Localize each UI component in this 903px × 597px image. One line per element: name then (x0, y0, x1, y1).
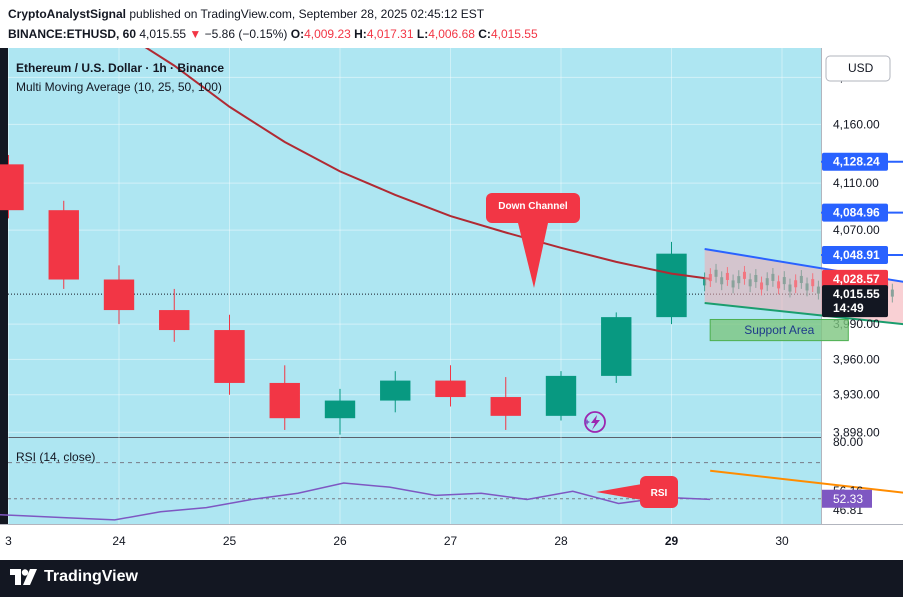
chart-header: CryptoAnalystSignal published on Trading… (0, 0, 903, 48)
price-badge (822, 299, 888, 318)
price-badge-label: 4,048.91 (833, 248, 880, 262)
candle-body (269, 382, 300, 419)
rsi-pane-background (8, 438, 821, 524)
high-label: H: (354, 27, 367, 41)
symbol-label[interactable]: BINANCE:ETHUSD, 60 (8, 27, 137, 41)
price-pane-background (8, 48, 821, 437)
time-scale[interactable] (0, 524, 903, 560)
currency-label: USD (848, 61, 874, 75)
time-tick-label: 30 (775, 534, 789, 548)
down-channel-callout-box (486, 193, 580, 223)
rsi-callout: RSI (596, 476, 678, 508)
last-price: 4,015.55 (139, 27, 187, 41)
rsi-callout-box (640, 476, 678, 508)
rsi-value-label: 52.33 (833, 492, 863, 506)
candle-body (601, 317, 632, 376)
time-tick-label: 26 (333, 534, 347, 548)
price-badge (822, 285, 888, 304)
ma-line (144, 48, 711, 280)
candle-body (656, 253, 687, 318)
price-badge (822, 203, 888, 222)
support-area-box (709, 318, 849, 342)
rsi-callout-pointer (596, 484, 642, 500)
rsi-callout-label: RSI (651, 488, 668, 499)
price-badge-label: 4,128.24 (833, 155, 880, 169)
candle-body (103, 279, 135, 311)
open-value: 4,009.23 (304, 27, 351, 41)
rsi-divergence-line (710, 469, 903, 494)
footer: TradingView (0, 560, 903, 597)
close-value: 4,015.55 (490, 27, 538, 41)
price-change: −5.86 (−0.15%) (204, 27, 288, 41)
rsi-line (0, 482, 711, 521)
channel-lower-line (704, 302, 903, 326)
currency-button[interactable]: USD (825, 55, 891, 82)
ohlc-line: BINANCE:ETHUSD, 60 4,015.55 ▼ −5.86 (−0.… (8, 27, 538, 41)
price-tick-label: 4,160.00 (833, 117, 880, 131)
down-channel-label: Down Channel (498, 201, 568, 212)
low-value: 4,006.68 (428, 27, 475, 41)
legend-title[interactable]: Ethereum / U.S. Dollar · 1h · Binance (16, 61, 224, 75)
candle-body (545, 375, 577, 416)
support-area-label: Support Area (744, 323, 814, 337)
axis-ticks: 4,200.004,160.004,110.004,070.003,990.00… (5, 70, 880, 548)
price-badge (822, 269, 888, 288)
high-value: 4,017.31 (366, 27, 414, 41)
price-tick-label: 3,898.00 (833, 425, 880, 439)
candle-body (214, 330, 245, 383)
support-area: Support Area (709, 318, 849, 342)
rsi-indicator (0, 462, 903, 521)
change-arrow-icon: ▼ (189, 27, 202, 41)
price-badges: 4,128.24 4,084.96 4,048.91 4,028.574,015.55… (822, 152, 888, 318)
candle-body (324, 400, 356, 419)
price-badge-label: 14:49 (833, 301, 864, 315)
time-tick-label: 24 (112, 534, 126, 548)
time-tick-label: 25 (223, 534, 237, 548)
time-tick-label: 27 (444, 534, 458, 548)
down-channel-callout-pointer (518, 223, 548, 288)
candle-body (380, 380, 411, 401)
price-tick-label: 4,070.00 (833, 223, 880, 237)
down-channel-callout: Down Channel (486, 193, 580, 288)
currency-button-box[interactable] (825, 55, 891, 82)
price-badge-label: 4,028.57 (833, 272, 880, 286)
rsi-tick-label: 80.00 (833, 435, 863, 449)
lightning-icon[interactable] (584, 411, 606, 433)
price-tick-label: 3,930.00 (833, 388, 880, 402)
price-badge (822, 152, 888, 171)
candle-body (435, 380, 466, 398)
chart-legend: Ethereum / U.S. Dollar · 1h · Binance Mu… (16, 61, 224, 464)
price-tick-label: 3,960.00 (833, 352, 880, 366)
candle-body (48, 210, 79, 280)
candle-body (490, 397, 521, 416)
price-badge (822, 245, 888, 264)
time-tick-label: 29 (665, 534, 679, 548)
chart-area[interactable]: 4,200.004,160.004,110.004,070.003,990.00… (0, 48, 903, 560)
time-tick-label: 3 (5, 534, 12, 548)
tradingview-logo[interactable]: TradingView (10, 568, 138, 586)
legend-ma[interactable]: Multi Moving Average (10, 25, 50, 100) (16, 80, 222, 94)
close-label: C: (478, 27, 491, 41)
open-label: O: (290, 27, 305, 41)
tradingview-brand: TradingView (44, 568, 138, 585)
low-label: L: (416, 27, 429, 41)
price-badge-label: 4,015.55 (833, 287, 880, 301)
publisher-name[interactable]: CryptoAnalystSignal (8, 7, 127, 21)
tradingview-logo-icon (10, 569, 37, 585)
candle-body (159, 310, 190, 331)
candle-body (0, 164, 24, 211)
time-tick-label: 28 (554, 534, 568, 548)
legend-rsi[interactable]: RSI (14, close) (16, 450, 95, 464)
moving-average (144, 48, 711, 280)
rsi-value-badge (822, 489, 872, 508)
published-text: published on TradingView.com, September … (129, 7, 485, 21)
price-pane[interactable] (0, 48, 903, 560)
price-badge-label: 4,084.96 (833, 206, 880, 220)
publish-info: CryptoAnalystSignal published on Trading… (8, 7, 484, 21)
price-tick-label: 4,110.00 (833, 176, 879, 190)
